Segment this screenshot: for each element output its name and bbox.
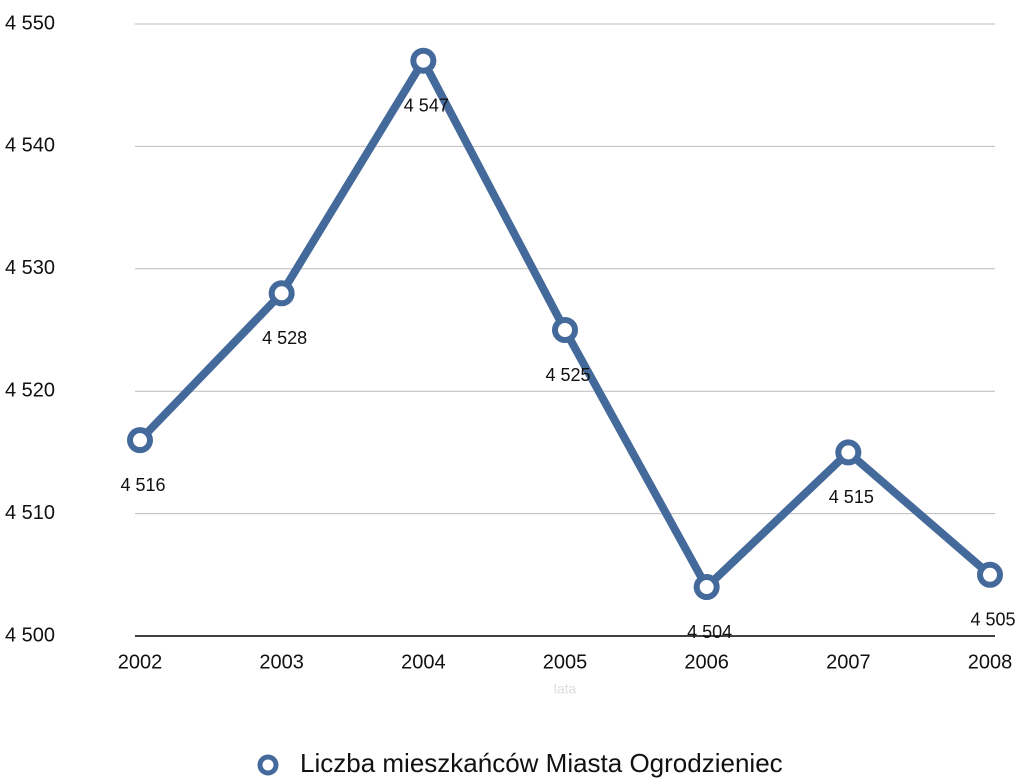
x-tick-label: 2005 [543, 651, 588, 673]
x-tick-label: 2006 [684, 651, 729, 673]
data-label: 4 516 [120, 475, 165, 495]
legend-label: Liczba mieszkańców Miasta Ogrodzieniec [300, 748, 783, 778]
x-tick-label: 2007 [826, 651, 871, 673]
y-tick-label: 4 550 [5, 12, 55, 34]
data-point [552, 317, 578, 343]
y-tick-label: 4 530 [5, 257, 55, 279]
data-label: 4 547 [404, 95, 449, 115]
data-label: 4 504 [687, 622, 732, 642]
y-tick-label: 4 540 [5, 135, 55, 157]
x-tick-label: 2004 [401, 651, 446, 673]
data-point [835, 439, 862, 466]
y-tick-label: 4 520 [5, 379, 55, 401]
data-label: 4 515 [829, 487, 874, 507]
x-tick-label: 2003 [259, 651, 304, 673]
data-label: 4 525 [545, 365, 590, 385]
y-tick-label: 4 500 [5, 624, 55, 646]
data-point [410, 47, 437, 74]
data-label: 4 505 [970, 610, 1015, 630]
y-tick-label: 4 510 [5, 502, 55, 524]
x-tick-label: 2002 [118, 651, 163, 673]
x-tick-label: 2008 [968, 651, 1013, 673]
legend-marker [257, 754, 279, 776]
data-point [127, 427, 153, 454]
data-point [268, 280, 295, 307]
data-point [693, 574, 720, 601]
data-label: 4 528 [262, 328, 307, 348]
x-axis-title: lata [554, 681, 577, 697]
data-point [977, 561, 1003, 588]
